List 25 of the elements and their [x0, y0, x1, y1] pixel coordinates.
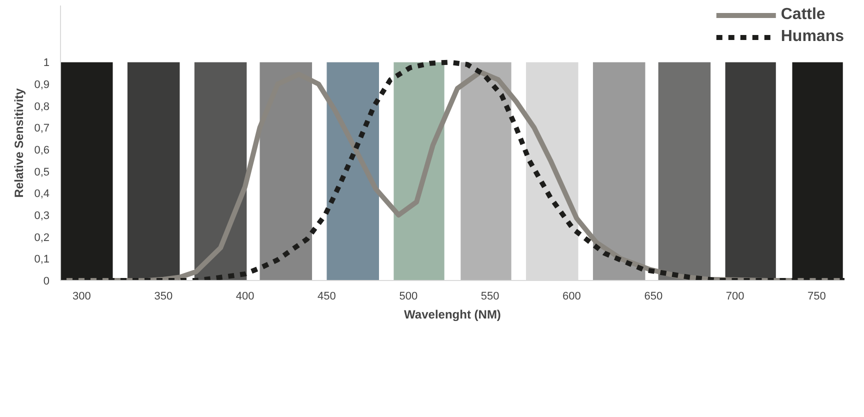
y-tick-label: 0,3: [34, 210, 50, 222]
x-tick-label: 350: [154, 290, 173, 302]
y-axis-title: Relative Sensitivity: [12, 88, 26, 198]
x-tick-label: 500: [399, 290, 418, 302]
x-tick-label: 650: [644, 290, 663, 302]
y-tick-label: 0,2: [34, 232, 50, 244]
x-tick-label: 600: [562, 290, 581, 302]
y-tick-label: 0,5: [34, 166, 50, 178]
y-tick-label: 0,7: [34, 122, 50, 135]
x-tick-label: 450: [318, 290, 336, 302]
legend-label: Cattle: [780, 6, 826, 24]
y-tick-label: 0,8: [34, 100, 50, 113]
x-tick-label: 300: [72, 290, 91, 302]
legend-label: Humans: [780, 28, 844, 46]
y-tick-label: 0,4: [34, 188, 50, 200]
x-axis-title: Wavelenght (NM): [404, 308, 501, 322]
y-tick-label: 1: [43, 57, 50, 70]
y-tick-label: 0: [43, 276, 50, 288]
y-tick-label: 0,1: [34, 254, 50, 266]
x-tick-label: 750: [808, 290, 826, 302]
y-tick-label: 0,9: [34, 79, 50, 92]
x-tick-label: 550: [480, 290, 500, 302]
y-tick-label: 0,6: [34, 144, 50, 157]
x-tick-label: 400: [236, 290, 254, 302]
x-tick-label: 700: [726, 290, 744, 302]
